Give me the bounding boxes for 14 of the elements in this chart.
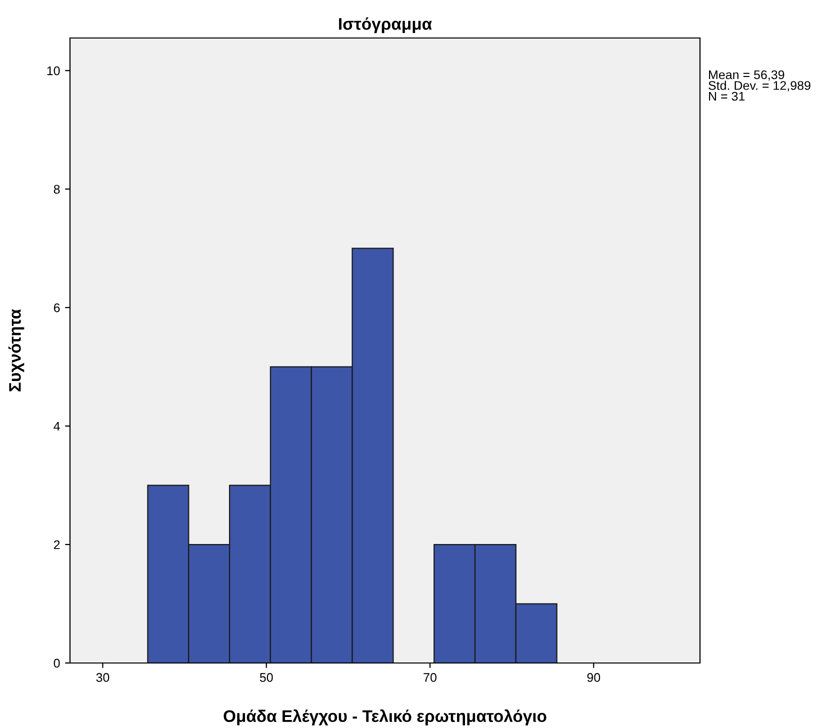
y-tick-label: 2 — [54, 540, 60, 550]
text: Mean = 56,39 Std. Dev. = 12,989 N = 31 — [708, 70, 810, 101]
y-tick-label: 0 — [54, 658, 60, 668]
chart-title: Ιστόγραμμα — [339, 17, 432, 34]
x-tick-label: 70 — [424, 673, 436, 682]
x-tick-label: 90 — [587, 673, 600, 682]
y-tick-label: 6 — [54, 303, 60, 312]
y-tick-label: 10 — [47, 66, 60, 76]
x-tick-label: 50 — [260, 673, 273, 682]
y-tick-label: 4 — [54, 422, 60, 431]
y-axis-title: Συχνότητα — [8, 309, 24, 392]
x-tick-label: 30 — [96, 673, 110, 682]
y-tick-label: 8 — [54, 184, 60, 194]
x-axis-title: Ομάδα Ελέγχου - Τελικό ερωτηματολόγιο — [224, 709, 546, 726]
